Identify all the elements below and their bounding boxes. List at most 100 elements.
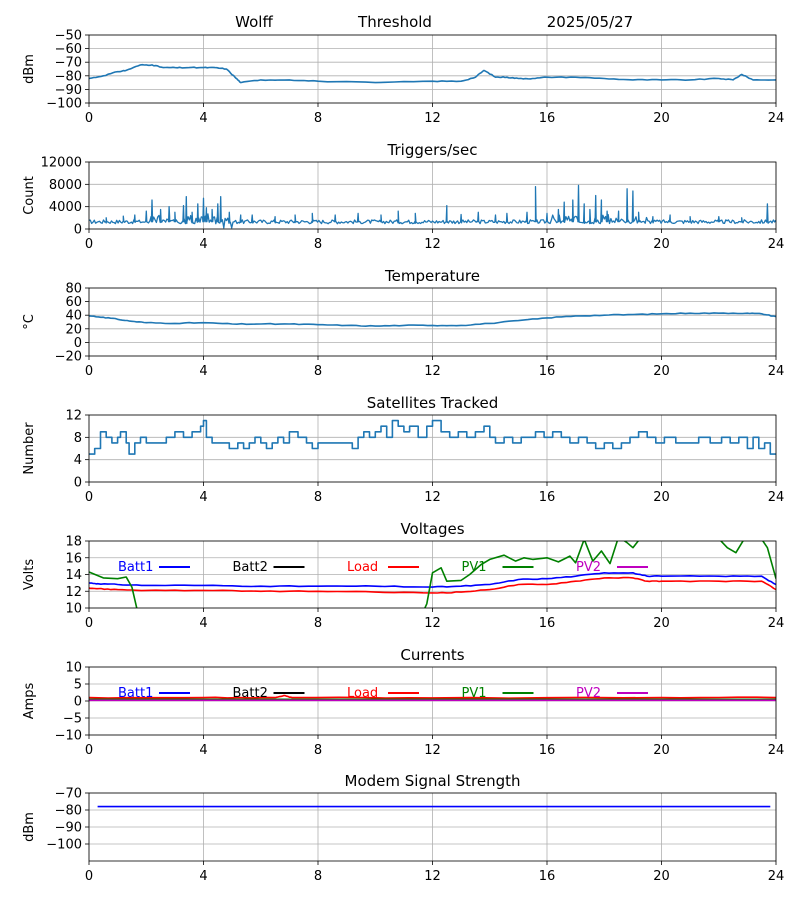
y-tick-label: 0 bbox=[74, 223, 82, 238]
series-line-data bbox=[89, 184, 776, 229]
legend-label-pv1: PV1 bbox=[462, 560, 487, 575]
series-line-data bbox=[89, 419, 776, 455]
x-tick-label: 4 bbox=[199, 616, 207, 631]
x-tick-label: 12 bbox=[424, 616, 441, 631]
y-tick-label: 0 bbox=[74, 695, 82, 710]
x-tick-label: 20 bbox=[653, 111, 670, 126]
y-tick-label: −90 bbox=[55, 821, 82, 836]
y-tick-label: 16 bbox=[65, 551, 82, 566]
chart-panel-6: −10 −5 0 5 10 0 4 8 12 16 20 24 Currents Amps Batt1 Bat… bbox=[22, 646, 784, 758]
y-axis-label: Number bbox=[22, 422, 37, 475]
series-line-batt1 bbox=[89, 572, 776, 588]
x-tick-label: 24 bbox=[768, 237, 785, 252]
legend-label-batt2: Batt2 bbox=[233, 560, 268, 575]
x-tick-label: 16 bbox=[539, 616, 556, 631]
x-tick-label: 16 bbox=[539, 490, 556, 505]
x-tick-label: 12 bbox=[424, 490, 441, 505]
plot-frame bbox=[88, 34, 777, 104]
y-tick-label: −100 bbox=[46, 838, 82, 853]
y-tick-label: 5 bbox=[74, 678, 82, 693]
x-tick-label: 12 bbox=[424, 111, 441, 126]
legend-label-pv2: PV2 bbox=[576, 560, 601, 575]
x-tick-label: 4 bbox=[199, 237, 207, 252]
y-tick-label: 40 bbox=[65, 309, 82, 324]
y-tick-label: −60 bbox=[55, 42, 82, 57]
x-tick-label: 12 bbox=[424, 869, 441, 884]
x-tick-label: 20 bbox=[653, 490, 670, 505]
y-tick-label: −100 bbox=[46, 97, 82, 112]
x-tick-label: 16 bbox=[539, 111, 556, 126]
series-line-data bbox=[89, 312, 776, 327]
x-tick-label: 4 bbox=[199, 111, 207, 126]
plot-area bbox=[89, 541, 776, 608]
x-tick-label: 8 bbox=[314, 743, 322, 758]
legend-label-load: Load bbox=[347, 560, 378, 575]
plot-frame bbox=[88, 414, 777, 483]
y-tick-label: 8000 bbox=[49, 178, 82, 193]
y-tick-label: −90 bbox=[55, 83, 82, 98]
x-tick-label: 16 bbox=[539, 237, 556, 252]
y-tick-label: −70 bbox=[55, 56, 82, 71]
plot-area bbox=[89, 694, 776, 702]
legend-label-load: Load bbox=[347, 686, 378, 701]
x-tick-label: 20 bbox=[653, 616, 670, 631]
x-tick-label: 24 bbox=[768, 869, 785, 884]
x-tick-label: 8 bbox=[314, 616, 322, 631]
y-tick-label: 10 bbox=[65, 602, 82, 617]
x-tick-label: 20 bbox=[653, 869, 670, 884]
y-tick-label: −80 bbox=[55, 69, 82, 84]
x-tick-label: 4 bbox=[199, 490, 207, 505]
x-tick-label: 20 bbox=[653, 743, 670, 758]
plot-frame bbox=[88, 287, 777, 357]
x-tick-label: 24 bbox=[768, 616, 785, 631]
series-line-load bbox=[89, 694, 776, 699]
plot-frame bbox=[88, 792, 777, 862]
x-tick-label: 0 bbox=[85, 237, 93, 252]
plot-frame bbox=[88, 540, 777, 609]
series-line-load bbox=[89, 576, 776, 594]
x-tick-label: 8 bbox=[314, 364, 322, 379]
legend-label-batt1: Batt1 bbox=[118, 560, 153, 575]
plot-area bbox=[89, 312, 776, 327]
x-tick-label: 20 bbox=[653, 237, 670, 252]
y-tick-label: 12 bbox=[65, 585, 82, 600]
y-tick-label: 18 bbox=[65, 535, 82, 550]
y-tick-label: 14 bbox=[65, 568, 82, 583]
x-tick-label: 4 bbox=[199, 364, 207, 379]
x-tick-label: 0 bbox=[85, 616, 93, 631]
chart-title: Currents bbox=[400, 646, 464, 664]
x-tick-label: 0 bbox=[85, 111, 93, 126]
y-tick-label: −10 bbox=[55, 729, 82, 744]
x-tick-label: 8 bbox=[314, 237, 322, 252]
y-tick-label: 0 bbox=[74, 336, 82, 351]
x-tick-label: 20 bbox=[653, 364, 670, 379]
y-axis-label: Amps bbox=[22, 682, 37, 719]
x-tick-label: 0 bbox=[85, 743, 93, 758]
x-tick-label: 24 bbox=[768, 111, 785, 126]
header-label: Threshold bbox=[357, 13, 432, 31]
x-tick-label: 16 bbox=[539, 364, 556, 379]
legend-label-pv1: PV1 bbox=[462, 686, 487, 701]
y-tick-label: 12000 bbox=[41, 156, 82, 171]
chart-panel-1: −100−90−80−70−60−50 0 4 8 12 16 20 24 dBm bbox=[22, 29, 784, 127]
header-date: 2025/05/27 bbox=[547, 13, 633, 31]
legend-label-pv2: PV2 bbox=[576, 686, 601, 701]
chart-title: Modem Signal Strength bbox=[345, 772, 521, 790]
x-tick-label: 8 bbox=[314, 111, 322, 126]
x-tick-label: 16 bbox=[539, 743, 556, 758]
y-tick-label: 80 bbox=[65, 282, 82, 297]
y-axis-label: dBm bbox=[22, 812, 37, 842]
chart-title: Temperature bbox=[384, 267, 480, 285]
plot-area bbox=[89, 419, 776, 455]
legend-label-batt1: Batt1 bbox=[118, 686, 153, 701]
plot-area bbox=[89, 63, 776, 84]
chart-title: Triggers/sec bbox=[387, 141, 478, 159]
x-tick-label: 24 bbox=[768, 743, 785, 758]
plot-frame bbox=[88, 161, 777, 230]
chart-title: Satellites Tracked bbox=[367, 394, 498, 412]
chart-title: Voltages bbox=[400, 520, 464, 538]
